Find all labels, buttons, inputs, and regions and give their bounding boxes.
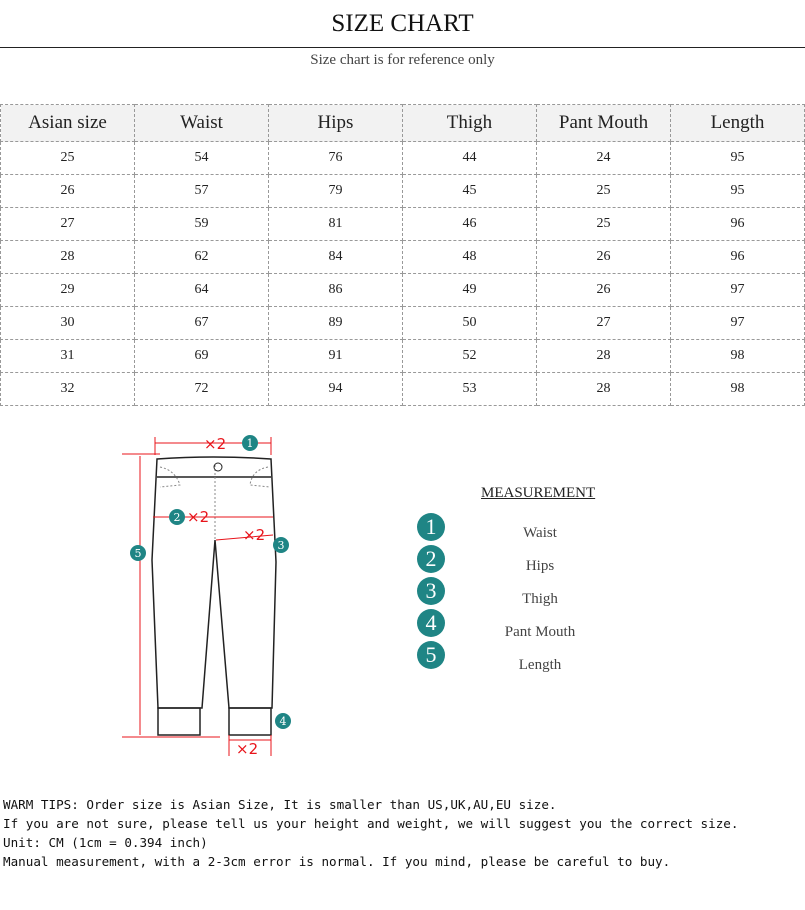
- table-row: 27 59 81 46 25 96: [0, 207, 805, 241]
- table-cell: 31: [0, 339, 135, 373]
- table-cell: 26: [536, 273, 671, 307]
- table-cell: 54: [134, 141, 269, 175]
- table-row: 31 69 91 52 28 98: [0, 339, 805, 373]
- table-cell: 89: [268, 306, 403, 340]
- table-cell: 30: [0, 306, 135, 340]
- table-cell: 26: [536, 240, 671, 274]
- table-cell: 28: [536, 372, 671, 406]
- table-cell: 49: [402, 273, 537, 307]
- measurement-number-badge: 1: [417, 513, 445, 541]
- table-cell: 95: [670, 141, 805, 175]
- table-cell: 95: [670, 174, 805, 208]
- table-cell: 50: [402, 306, 537, 340]
- page-title: SIZE CHART: [331, 10, 474, 37]
- table-cell: 52: [402, 339, 537, 373]
- table-cell: 27: [0, 207, 135, 241]
- column-header: Length: [670, 104, 805, 142]
- table-cell: 76: [268, 141, 403, 175]
- measurement-label: Thigh: [522, 591, 558, 607]
- thigh-multiplier: ×2: [243, 526, 265, 544]
- column-header: Waist: [134, 104, 269, 142]
- table-cell: 64: [134, 273, 269, 307]
- tip-line: Unit: CM (1cm = 0.394 inch): [3, 835, 208, 850]
- table-cell: 67: [134, 306, 269, 340]
- column-header: Thigh: [402, 104, 537, 142]
- pants-diagram: ×2 ×2 ×2 ×2 1 2 3 4 5: [122, 435, 291, 758]
- badge-1: 1: [247, 437, 254, 450]
- warm-tips: WARM TIPS: Order size is Asian Size, It …: [3, 776, 738, 890]
- table-cell: 72: [134, 372, 269, 406]
- table-row: 25 54 76 44 24 95: [0, 141, 805, 175]
- table-cell: 91: [268, 339, 403, 373]
- table-cell: 62: [134, 240, 269, 274]
- table-cell: 84: [268, 240, 403, 274]
- table-row: 32 72 94 53 28 98: [0, 372, 805, 406]
- table-cell: 53: [402, 372, 537, 406]
- table-cell: 25: [536, 207, 671, 241]
- tip-line: Manual measurement, with a 2-3cm error i…: [3, 854, 671, 869]
- table-cell: 46: [402, 207, 537, 241]
- table-header-row: Asian size Waist Hips Thigh Pant Mouth Length: [0, 104, 805, 142]
- table-cell: 96: [670, 240, 805, 274]
- measurement-label: Hips: [525, 558, 555, 574]
- table-cell: 97: [670, 306, 805, 340]
- measurement-number-badge: 5: [417, 641, 445, 669]
- table-cell: 29: [0, 273, 135, 307]
- subtitle: Size chart is for reference only: [310, 52, 495, 68]
- table-row: 29 64 86 49 26 97: [0, 273, 805, 307]
- table-cell: 98: [670, 372, 805, 406]
- measurement-label: Length: [518, 657, 562, 673]
- column-header: Hips: [268, 104, 403, 142]
- table-cell: 44: [402, 141, 537, 175]
- table-cell: 98: [670, 339, 805, 373]
- table-cell: 97: [670, 273, 805, 307]
- table-cell: 69: [134, 339, 269, 373]
- table-cell: 94: [268, 372, 403, 406]
- table-cell: 86: [268, 273, 403, 307]
- table-cell: 81: [268, 207, 403, 241]
- table-row: 30 67 89 50 27 97: [0, 306, 805, 340]
- table-cell: 26: [0, 174, 135, 208]
- measurement-label: Pant Mouth: [504, 624, 576, 640]
- table-cell: 45: [402, 174, 537, 208]
- table-cell: 28: [536, 339, 671, 373]
- tip-line: If you are not sure, please tell us your…: [3, 816, 739, 831]
- hips-multiplier: ×2: [187, 508, 209, 526]
- measurement-label: Waist: [523, 525, 557, 541]
- measurement-title: MEASUREMENT: [481, 485, 596, 501]
- tip-line: WARM TIPS: Order size is Asian Size, It …: [3, 797, 557, 812]
- badge-5: 5: [135, 547, 142, 560]
- table-cell: 48: [402, 240, 537, 274]
- measurement-number-badge: 2: [417, 545, 445, 573]
- waist-multiplier: ×2: [204, 435, 226, 453]
- table-cell: 24: [536, 141, 671, 175]
- measurement-number-badge: 4: [417, 609, 445, 637]
- table-cell: 79: [268, 174, 403, 208]
- table-row: 26 57 79 45 25 95: [0, 174, 805, 208]
- measurement-number-badge: 3: [417, 577, 445, 605]
- badge-4: 4: [280, 715, 287, 728]
- table-cell: 27: [536, 306, 671, 340]
- column-header: Asian size: [0, 104, 135, 142]
- table-cell: 32: [0, 372, 135, 406]
- diagram-badges: [130, 435, 291, 729]
- table-row: 28 62 84 48 26 96: [0, 240, 805, 274]
- size-table: Asian size Waist Hips Thigh Pant Mouth Length…: [0, 104, 805, 406]
- divider: [0, 47, 805, 48]
- column-header: Pant Mouth: [536, 104, 671, 142]
- badge-3: 3: [278, 539, 285, 552]
- mouth-multiplier: ×2: [236, 740, 258, 758]
- table-cell: 25: [0, 141, 135, 175]
- table-cell: 25: [536, 174, 671, 208]
- badge-2: 2: [174, 511, 181, 524]
- table-cell: 96: [670, 207, 805, 241]
- table-cell: 57: [134, 174, 269, 208]
- table-cell: 28: [0, 240, 135, 274]
- table-cell: 59: [134, 207, 269, 241]
